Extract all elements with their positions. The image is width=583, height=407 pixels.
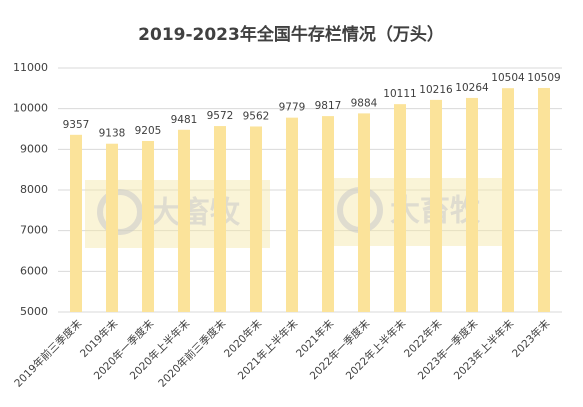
data-label: 10509: [527, 72, 560, 84]
x-tick-label: 2022年一季度末: [307, 317, 373, 383]
data-label: 10504: [491, 72, 525, 84]
y-tick-label: 10000: [13, 102, 48, 115]
x-tick-label: 2020年前三季度末: [156, 317, 229, 390]
watermark-logo: [97, 189, 143, 235]
bar: [358, 113, 370, 312]
chart-title: 2019-2023年全国牛存栏情况（万头）: [138, 24, 444, 45]
y-tick-label: 11000: [13, 61, 48, 74]
bar: [106, 143, 118, 312]
bar: [466, 97, 478, 312]
watermark: 大畜牧: [150, 196, 241, 231]
data-label: 9884: [351, 97, 378, 109]
bar: [322, 116, 334, 312]
data-label: 9562: [243, 110, 270, 122]
bar: [538, 87, 550, 312]
bar: [286, 117, 298, 313]
data-label: 9572: [207, 110, 234, 122]
data-label: 10111: [383, 88, 416, 100]
data-label: 10264: [455, 82, 489, 94]
x-tick-label: 2023年一季度末: [415, 317, 481, 383]
data-label: 9205: [135, 125, 162, 137]
x-tick-label: 2020年上半年末: [127, 317, 193, 383]
x-tick-label: 2019年前三季度末: [12, 317, 85, 390]
data-label: 9817: [315, 100, 342, 112]
bar: [430, 99, 442, 313]
x-tick-label: 2020年一季度末: [91, 317, 157, 383]
bar: [214, 126, 226, 313]
x-tick-label: 2022年上半年末: [343, 317, 409, 383]
data-label: 9357: [63, 119, 90, 131]
bar: [142, 140, 154, 312]
x-tick-label: 2023年上半年末: [451, 317, 517, 383]
bar: [250, 126, 262, 312]
bar: [70, 134, 82, 312]
y-tick-label: 8000: [20, 183, 48, 196]
y-tick-label: 5000: [20, 305, 48, 318]
bar: [394, 104, 406, 312]
x-tick-label: 2023年末: [509, 317, 552, 360]
data-label: 9779: [279, 102, 306, 114]
y-tick-label: 7000: [20, 224, 48, 237]
data-label: 9138: [99, 128, 126, 140]
bar: [178, 129, 190, 312]
bar: [502, 88, 514, 312]
y-tick-label: 6000: [20, 264, 48, 277]
y-tick-label: 9000: [20, 142, 48, 155]
data-label: 10216: [419, 84, 453, 96]
x-tick-label: 2021年上半年末: [235, 317, 301, 383]
data-label: 9481: [171, 114, 198, 126]
